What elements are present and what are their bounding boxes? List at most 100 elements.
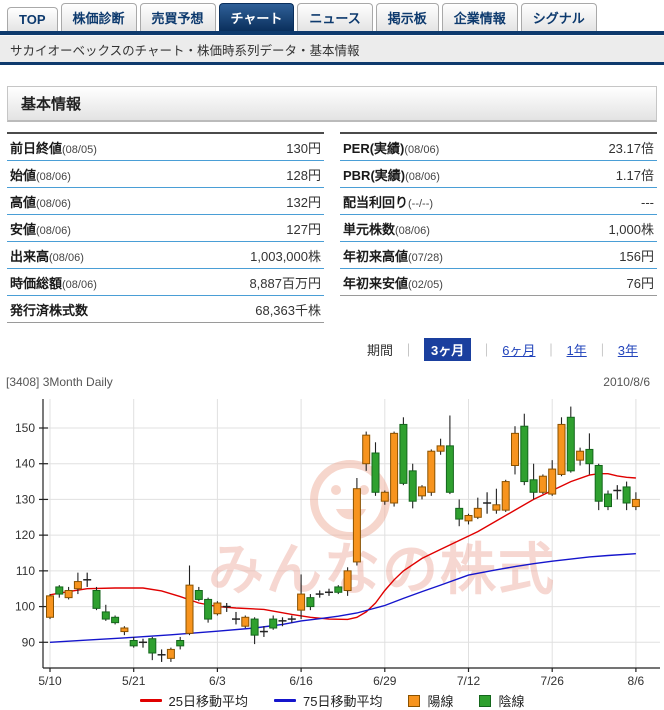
info-value: 1.17倍 bbox=[615, 168, 654, 183]
legend-ma75: 75日移動平均 bbox=[273, 691, 382, 710]
tab-news[interactable]: ニュース bbox=[297, 3, 373, 31]
chart-header: [3408] 3Month Daily 2010/8/6 bbox=[6, 375, 650, 389]
candle bbox=[297, 574, 306, 620]
info-value: 68,363千株 bbox=[255, 303, 321, 318]
candle bbox=[436, 438, 445, 455]
candle bbox=[241, 615, 250, 628]
svg-text:7/26: 7/26 bbox=[541, 674, 565, 688]
candle bbox=[204, 597, 213, 623]
candle bbox=[120, 626, 129, 636]
breadcrumb: サカイオーベックスのチャート・株価時系列データ・基本情報 bbox=[0, 35, 664, 65]
top-tab-bar: TOP 株価診断 売買予想 チャート ニュース 掲示板 企業情報 シグナル bbox=[0, 0, 664, 31]
svg-text:120: 120 bbox=[15, 528, 35, 542]
candle bbox=[585, 433, 594, 475]
tab-top[interactable]: TOP bbox=[7, 7, 58, 31]
candle bbox=[492, 488, 501, 514]
candle bbox=[222, 602, 231, 612]
legend-ma25: 25日移動平均 bbox=[139, 691, 248, 710]
period-label: 期間 bbox=[366, 343, 393, 358]
candle bbox=[613, 485, 622, 500]
svg-text:5/10: 5/10 bbox=[38, 674, 62, 688]
candle bbox=[64, 586, 73, 600]
candle bbox=[427, 449, 436, 496]
period-separator: ｜ bbox=[402, 343, 416, 358]
info-row-per: PER(実績)(08/06) 23.17倍 bbox=[340, 134, 657, 161]
candle bbox=[557, 417, 566, 477]
period-separator: ｜ bbox=[544, 343, 558, 358]
candle bbox=[548, 460, 557, 496]
period-option-3m[interactable]: 3ヶ月 bbox=[424, 338, 472, 361]
candle bbox=[194, 586, 203, 602]
info-value: 76円 bbox=[626, 276, 654, 291]
candle bbox=[176, 636, 185, 650]
candle bbox=[185, 565, 194, 636]
candle bbox=[83, 572, 92, 587]
tab-chart[interactable]: チャート bbox=[218, 3, 295, 31]
info-value: 156円 bbox=[619, 249, 654, 264]
candle bbox=[148, 636, 157, 661]
info-row-prev-close: 前日終値(08/05) 130円 bbox=[7, 134, 324, 161]
tab-underline-bar bbox=[0, 31, 664, 35]
candle bbox=[464, 513, 473, 525]
candle bbox=[631, 492, 640, 511]
info-label: 安値(08/06) bbox=[10, 222, 71, 237]
candle bbox=[250, 617, 259, 645]
info-value: 8,887百万円 bbox=[249, 276, 321, 291]
candle bbox=[306, 594, 315, 611]
info-row-dividend-yield: 配当利回り(--/--) --- bbox=[340, 188, 657, 215]
svg-text:7/12: 7/12 bbox=[457, 674, 481, 688]
candle bbox=[520, 413, 529, 486]
info-row-high: 高値(08/06) 132円 bbox=[7, 188, 324, 215]
svg-text:8/6: 8/6 bbox=[628, 674, 645, 688]
period-option-6m[interactable]: 6ヶ月 bbox=[502, 343, 536, 358]
period-option-1y[interactable]: 1年 bbox=[566, 343, 587, 358]
candle bbox=[334, 585, 343, 595]
legend-bearish-candle: 陰線 bbox=[479, 691, 524, 710]
info-table-left: 前日終値(08/05) 130円 始値(08/06) 128円 高値(08/06… bbox=[7, 132, 324, 323]
info-value: 127円 bbox=[286, 222, 321, 237]
tab-signal[interactable]: シグナル bbox=[520, 3, 597, 31]
candle bbox=[92, 586, 101, 611]
candle bbox=[315, 590, 324, 598]
candle bbox=[576, 447, 585, 466]
info-label: 前日終値(08/05) bbox=[10, 141, 97, 156]
info-label: PBR(実績)(08/06) bbox=[343, 168, 440, 183]
candle bbox=[390, 431, 399, 507]
candle bbox=[455, 499, 464, 527]
info-table-right: PER(実績)(08/06) 23.17倍 PBR(実績)(08/06) 1.1… bbox=[340, 132, 657, 323]
ma-line bbox=[49, 472, 636, 621]
period-option-3y[interactable]: 3年 bbox=[617, 343, 638, 358]
ma75-line-swatch bbox=[273, 699, 296, 702]
candle bbox=[157, 649, 166, 662]
tab-company-info[interactable]: 企業情報 bbox=[441, 3, 518, 31]
candle bbox=[213, 601, 222, 616]
svg-text:みんなの株式: みんなの株式 bbox=[208, 538, 556, 601]
tab-message-board[interactable]: 掲示板 bbox=[375, 3, 439, 31]
info-label: 年初来高値(07/28) bbox=[343, 249, 443, 264]
svg-text:110: 110 bbox=[16, 564, 35, 578]
info-value: 23.17倍 bbox=[608, 141, 654, 156]
info-row-unit-shares: 単元株数(08/06) 1,000株 bbox=[340, 215, 657, 242]
tab-stock-diagnosis[interactable]: 株価診断 bbox=[60, 3, 137, 31]
candle bbox=[343, 567, 352, 596]
bearish-candle-swatch bbox=[479, 694, 492, 707]
svg-text:140: 140 bbox=[15, 457, 35, 471]
info-label: 高値(08/06) bbox=[10, 195, 71, 210]
candle bbox=[166, 647, 175, 662]
info-value: 130円 bbox=[286, 141, 321, 156]
tab-trade-forecast[interactable]: 売買予想 bbox=[139, 3, 216, 31]
candle bbox=[594, 463, 603, 511]
candle bbox=[269, 615, 278, 630]
candle bbox=[371, 442, 380, 496]
info-value: 1,000株 bbox=[608, 222, 654, 237]
svg-text:6/16: 6/16 bbox=[289, 674, 313, 688]
candle bbox=[101, 604, 110, 621]
candle bbox=[501, 479, 510, 512]
candle bbox=[418, 485, 426, 500]
price-candlestick-chart: みんなの株式 90 100 110 120 130 140 150 5/10 5/21 6/3 6/1… bbox=[15, 399, 660, 688]
candle bbox=[259, 626, 268, 637]
info-label: 年初来安値(02/05) bbox=[343, 276, 443, 291]
ma25-line-swatch bbox=[139, 699, 162, 702]
info-label: 出来高(08/06) bbox=[10, 249, 84, 264]
candle bbox=[538, 474, 547, 495]
